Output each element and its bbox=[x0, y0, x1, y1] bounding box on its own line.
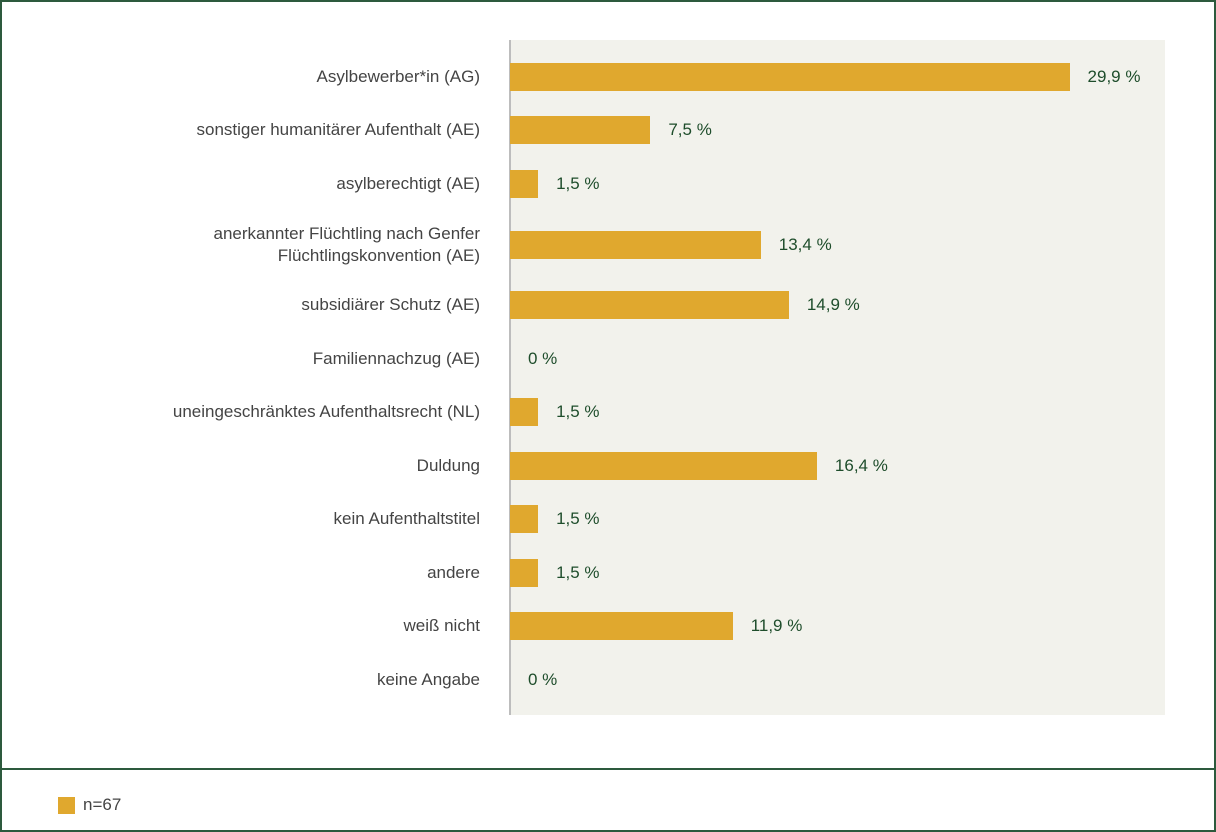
rows: Asylbewerber*in (AG) 29,9 % sonstiger huma… bbox=[0, 50, 1200, 707]
category-label: kein Aufenthaltstitel bbox=[333, 509, 480, 529]
category-label-box: anerkannter Flüchtling nach Genfer Flüch… bbox=[0, 211, 481, 279]
value-label: 16,4 % bbox=[834, 455, 888, 475]
category-label-box: sonstiger humanitärer Aufenthalt (AE) bbox=[0, 107, 480, 153]
category-label: Familiennachzug (AE) bbox=[312, 348, 480, 368]
row: subsidiärer Schutz (AE) 14,9 % bbox=[0, 279, 1200, 333]
bar-area: 13,4 % bbox=[510, 230, 832, 259]
value-label: 1,5 % bbox=[556, 402, 600, 422]
category-label-box: Asylbewerber*in (AG) bbox=[0, 54, 480, 100]
bar bbox=[510, 398, 539, 427]
category-label: andere bbox=[427, 562, 480, 582]
category-label-box: keine Angabe bbox=[0, 657, 480, 703]
category-label: asylberechtigt (AE) bbox=[336, 173, 480, 193]
row: sonstiger humanitärer Aufenthalt (AE) 7,5… bbox=[0, 104, 1200, 158]
bar bbox=[510, 291, 789, 320]
category-label-box: Familiennachzug (AE) bbox=[0, 336, 480, 382]
value-label: 29,9 % bbox=[1087, 66, 1141, 86]
row: andere 1,5 % bbox=[0, 546, 1200, 600]
bar-area: 0 % bbox=[510, 345, 557, 373]
legend: n=67 bbox=[58, 795, 121, 815]
bar bbox=[510, 62, 1070, 91]
bar-area: 29,9 % bbox=[510, 62, 1141, 91]
legend-label: n=67 bbox=[83, 795, 122, 814]
value-label: 1,5 % bbox=[556, 173, 600, 193]
value-label: 13,4 % bbox=[778, 234, 832, 254]
value-label: 11,9 % bbox=[750, 616, 803, 636]
category-label-box: Duldung bbox=[0, 443, 480, 489]
category-label: Asylbewerber*in (AG) bbox=[316, 66, 480, 86]
bar bbox=[510, 558, 539, 587]
value-label: 7,5 % bbox=[668, 120, 712, 140]
category-label: uneingeschränktes Aufenthaltsrecht (NL) bbox=[172, 402, 480, 422]
value-label: 0 % bbox=[528, 669, 558, 689]
category-label: subsidiärer Schutz (AE) bbox=[301, 295, 480, 315]
bar-area: 11,9 % bbox=[510, 612, 803, 641]
bar bbox=[510, 451, 817, 480]
plot-area bbox=[510, 40, 1165, 715]
bar bbox=[510, 505, 539, 534]
bar-area: 1,5 % bbox=[510, 169, 600, 198]
row: Duldung 16,4 % bbox=[0, 439, 1200, 493]
row: Familiennachzug (AE) 0 % bbox=[0, 332, 1200, 386]
row: weiß nicht 11,9 % bbox=[0, 600, 1200, 654]
category-label: anerkannter Flüchtling nach Genfer Flüch… bbox=[213, 223, 481, 265]
category-label-box: subsidiärer Schutz (AE) bbox=[0, 282, 480, 328]
category-label-box: andere bbox=[0, 550, 480, 596]
bar-area: 1,5 % bbox=[510, 558, 600, 587]
legend-swatch bbox=[58, 796, 75, 814]
category-label-box: weiß nicht bbox=[0, 603, 480, 649]
bar-area: 1,5 % bbox=[510, 505, 600, 534]
axis-line bbox=[509, 40, 511, 715]
category-label: keine Angabe bbox=[376, 669, 480, 689]
value-label: 14,9 % bbox=[806, 295, 860, 315]
separator bbox=[0, 768, 1216, 770]
bar-area: 0 % bbox=[510, 666, 557, 694]
category-label-box: asylberechtigt (AE) bbox=[0, 161, 480, 207]
row: kein Aufenthaltstitel 1,5 % bbox=[0, 493, 1200, 547]
category-label: Duldung bbox=[416, 455, 480, 475]
bar-area: 7,5 % bbox=[510, 116, 712, 145]
bar-area: 14,9 % bbox=[510, 291, 860, 320]
value-label: 0 % bbox=[528, 348, 558, 368]
category-label-box: kein Aufenthaltstitel bbox=[0, 496, 480, 542]
bar bbox=[510, 230, 761, 259]
value-label: 1,5 % bbox=[556, 562, 600, 582]
bar bbox=[510, 116, 651, 145]
row: Asylbewerber*in (AG) 29,9 % bbox=[0, 50, 1200, 104]
value-label: 1,5 % bbox=[556, 509, 600, 529]
bar bbox=[510, 612, 733, 641]
bar-area: 1,5 % bbox=[510, 398, 600, 427]
row: keine Angabe 0 % bbox=[0, 653, 1200, 707]
bar bbox=[510, 169, 539, 198]
row: anerkannter Flüchtling nach Genfer Flüch… bbox=[0, 211, 1200, 279]
bar-area: 16,4 % bbox=[510, 451, 888, 480]
category-label-box: uneingeschränktes Aufenthaltsrecht (NL) bbox=[0, 389, 480, 435]
category-label: sonstiger humanitärer Aufenthalt (AE) bbox=[196, 120, 480, 140]
category-label: weiß nicht bbox=[403, 616, 480, 636]
row: asylberechtigt (AE) 1,5 % bbox=[0, 157, 1200, 211]
row: uneingeschränktes Aufenthaltsrecht (NL) 1… bbox=[0, 386, 1200, 440]
